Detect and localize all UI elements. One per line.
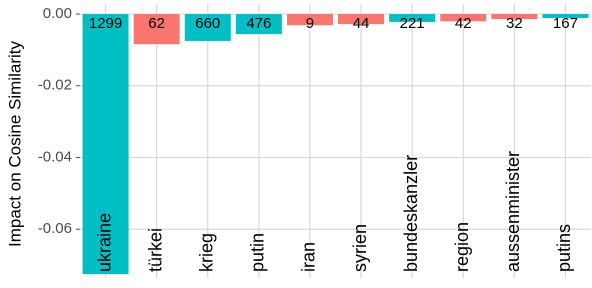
y-axis-title: Impact on Cosine Similarity (5, 41, 24, 247)
bar (133, 14, 180, 45)
bar (82, 14, 129, 275)
x-tick-label: krieg (197, 233, 217, 272)
x-tick-label: aussenminister (503, 151, 523, 272)
bar (235, 14, 282, 35)
y-tick-label: -0.02 (38, 77, 72, 94)
x-tick-label: region (452, 222, 472, 272)
bar (184, 14, 231, 41)
count-label: 62 (148, 15, 165, 32)
y-tick-label: -0.04 (38, 148, 72, 165)
count-label: 1299 (89, 15, 122, 32)
bar (389, 14, 436, 22)
y-tick-label: -0.06 (38, 220, 72, 237)
count-label: 42 (455, 15, 472, 32)
bar (338, 14, 385, 25)
x-tick-label: ukraine (94, 213, 114, 272)
count-label: 221 (400, 15, 425, 32)
count-label: 660 (195, 15, 220, 32)
count-label: 32 (506, 15, 523, 32)
count-label: 167 (553, 15, 578, 32)
count-label: 44 (353, 15, 370, 32)
x-tick-label: putins (554, 224, 574, 272)
x-tick-label: türkei (145, 228, 165, 272)
count-label: 9 (306, 15, 314, 32)
bar (542, 14, 589, 18)
x-tick-label: syrien (350, 224, 370, 272)
x-tick-label: iran (299, 242, 319, 272)
x-tick-label: bundeskanzler (401, 155, 421, 272)
bar (286, 14, 333, 26)
bar (440, 14, 487, 22)
count-label: 476 (246, 15, 271, 32)
y-tick-label: 0.00 (43, 5, 72, 22)
bar (491, 14, 538, 20)
x-tick-label: putin (248, 233, 268, 272)
